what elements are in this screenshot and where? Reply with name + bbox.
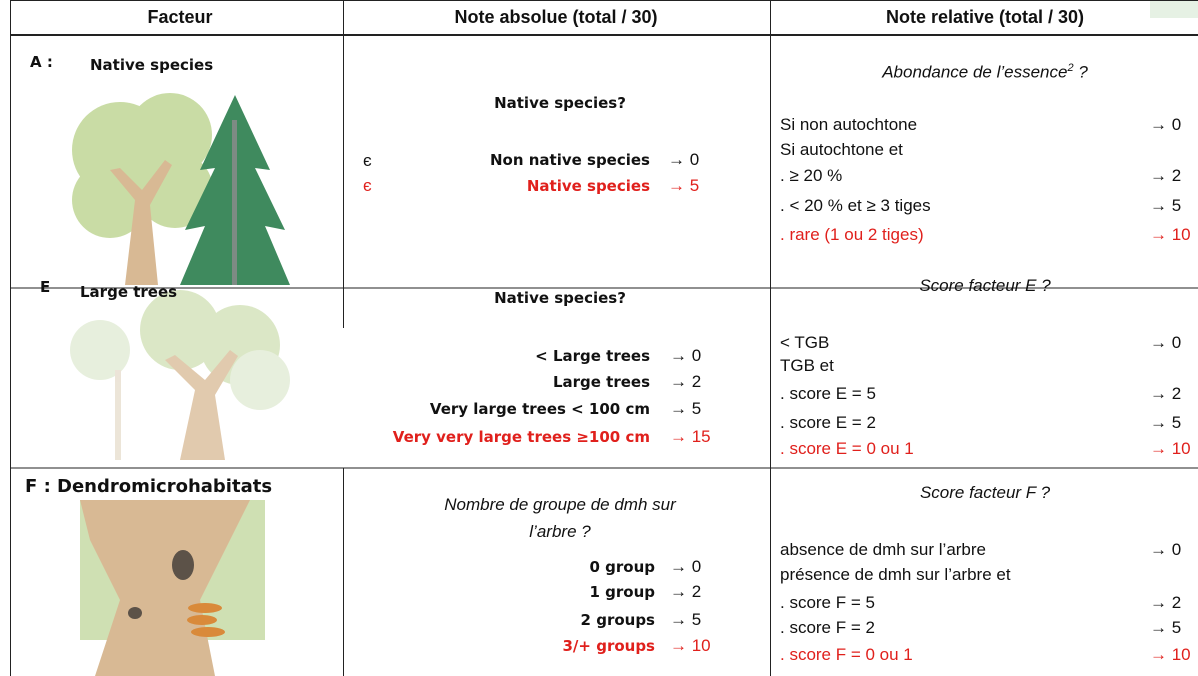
question: Native species? [494,94,626,112]
option-score: → 5 [1150,413,1182,432]
question: Score facteur F ? [919,483,1051,502]
option-label: 1 group [589,583,655,601]
option-score: → 10 [1150,225,1191,244]
option-score: → 5 [668,176,700,195]
option-label: . score F = 0 ou 1 [780,645,913,664]
question: l’arbre ? [529,522,591,541]
option-score: → 5 [1150,618,1182,637]
option-label: Non native species [489,151,650,169]
option-score: → 0 [670,346,702,365]
option-score: → 5 [1150,196,1182,215]
option-label: présence de dmh sur l’arbre et [780,565,1011,584]
option-label: Large trees [552,373,650,391]
question: Nombre de groupe de dmh sur [444,495,676,514]
option-score: → 0 [670,557,702,576]
option-label: . < 20 % et ≥ 3 tiges [780,196,931,215]
option-label: Very large trees < 100 cm [429,400,650,418]
header-cell: Facteur [147,7,213,27]
option-score: → 2 [1150,384,1182,403]
option-score: → 2 [1150,166,1182,185]
option-label: Si non autochtone [780,115,918,134]
header-cell: Note relative (total / 30) [885,7,1085,27]
option-label: < TGB [780,333,830,352]
option-label: Very very large trees ≥100 cm [392,428,650,446]
option-label: 2 groups [580,611,655,629]
overlay [300,328,740,467]
option-label: TGB et [780,356,834,375]
option-label: 0 group [589,558,655,576]
option-label: . score E = 5 [780,384,876,403]
option-label: . ≥ 20 % [780,166,843,185]
question: Score facteur E ? [919,276,1051,295]
option-label: Si autochtone et [780,140,903,159]
header-cell: Note absolue (total / 30) [454,7,658,27]
option-label: absence de dmh sur l’arbre [780,540,987,559]
factor-label: F : Dendromicrohabitats [25,476,273,497]
factor-label: A : [30,53,53,71]
stray-char: є [363,176,372,195]
option-score: → 5 [670,399,702,418]
tree-illustration-e [70,290,290,460]
factor-label: Large trees [80,283,178,301]
option-label: . score F = 2 [780,618,875,637]
option-label: < Large trees [535,347,650,365]
note: 2 [1067,62,1074,74]
option-label: . score E = 2 [780,413,876,432]
option-score: → 0 [1150,540,1182,559]
question: Abondance de l’essence [882,62,1068,82]
stray-char: є [363,151,372,170]
factor-label: Native species [90,56,214,74]
option-label: . rare (1 ou 2 tiges) [780,225,924,244]
table-borders [10,0,1198,676]
option-score: → 0 [1150,115,1182,134]
option-score: → 0 [1150,333,1182,352]
option-label: . score F = 5 [780,593,875,612]
option-label: . score E = 0 ou 1 [780,439,914,458]
corner-decoration [1150,0,1198,18]
option-score: → 2 [1150,593,1182,612]
option-score: → 15 [670,427,711,446]
option-score: → 2 [670,582,702,601]
option-label: Native species [526,177,650,195]
option-score: → 10 [1150,645,1191,664]
option-score: → 10 [670,636,711,655]
option-score: → 10 [1150,439,1191,458]
option-score: → 0 [668,150,700,169]
option-score: → 2 [670,372,702,391]
tree-illustration-a [72,93,290,285]
tree-illustration-f [80,500,265,676]
question: Native species? [494,289,626,307]
option-label: 3/+ groups [562,637,656,655]
question: Abondance de l’essence2 ? [685,57,1198,84]
option-score: → 5 [670,610,702,629]
question-suffix: ? [1073,62,1088,82]
factor-label: E [40,278,51,296]
